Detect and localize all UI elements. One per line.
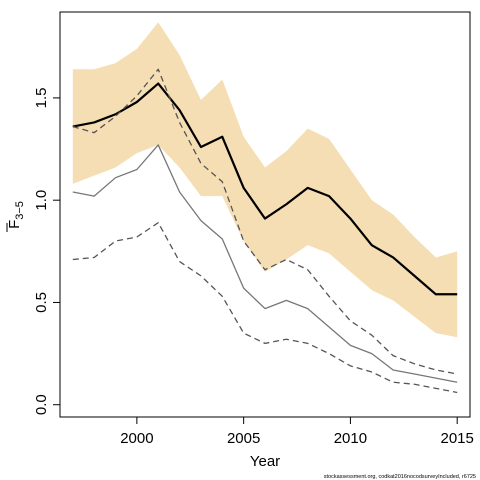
series-line-4 (72, 222, 458, 394)
x-tick-label: 2005 (227, 430, 260, 447)
footer-credit: stockassessment.org, codkat2016nocodsurv… (324, 474, 476, 480)
y-axis-title-subscript: 3−5 (14, 201, 26, 220)
series-line-3 (72, 144, 458, 383)
x-tick-label: 2015 (441, 430, 474, 447)
x-tick-label: 2010 (334, 430, 367, 447)
y-axis-title-main: F (6, 220, 23, 229)
svg-text:F3−5: F3−5 (6, 201, 26, 229)
y-axis: 0.0 0.5 1.0 1.5 (33, 87, 60, 415)
series-line-1 (72, 82, 458, 296)
x-axis: 2000 2005 2010 2015 (120, 417, 474, 447)
y-tick-label: 0.5 (33, 292, 50, 313)
y-tick-label: 1.0 (33, 190, 50, 211)
plot-frame (59, 11, 471, 418)
y-tick-label: 0.0 (33, 394, 50, 415)
y-tick-label: 1.5 (33, 87, 50, 108)
series-layer (72, 68, 458, 394)
series-line-2 (72, 68, 458, 375)
y-axis-title: F3−5 (6, 201, 26, 232)
x-tick-label: 2000 (120, 430, 153, 447)
confidence-band (72, 22, 458, 338)
x-axis-title: Year (250, 453, 280, 470)
confidence-band-layer (72, 22, 458, 338)
